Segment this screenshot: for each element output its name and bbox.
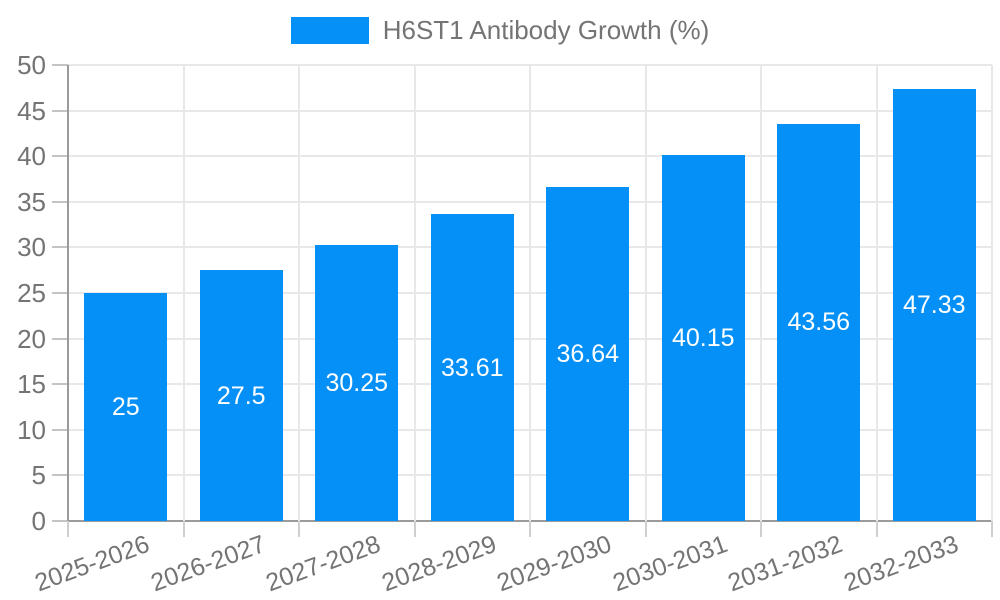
legend-swatch-icon [290, 17, 369, 44]
x-axis-tick [413, 521, 416, 537]
y-axis-label: 5 [31, 460, 46, 491]
gridline-vertical [644, 65, 647, 521]
y-axis-label: 10 [17, 414, 46, 445]
x-axis-tick [67, 521, 69, 537]
x-axis-label: 2027-2028 [262, 530, 385, 598]
gridline-vertical [413, 65, 416, 521]
y-axis-tick [52, 109, 68, 112]
y-axis-label: 35 [17, 186, 46, 217]
y-axis-tick [52, 428, 68, 431]
x-axis-tick [182, 521, 185, 537]
y-axis-tick [52, 474, 68, 477]
y-axis-label: 50 [17, 50, 46, 80]
bar-value-label: 25 [111, 393, 140, 421]
bar[interactable] [84, 293, 168, 521]
bar[interactable] [777, 123, 861, 521]
x-axis-label: 2028-2029 [377, 530, 500, 598]
x-axis-tick [298, 521, 300, 537]
y-axis-tick [52, 292, 68, 294]
x-axis-tick [875, 521, 878, 537]
bar[interactable] [315, 245, 399, 521]
gridline-vertical [529, 65, 531, 521]
y-axis-tick [52, 520, 68, 522]
y-axis-tick [52, 64, 68, 66]
y-axis-tick [52, 383, 68, 386]
y-axis-label: 0 [31, 506, 46, 536]
y-axis-line [67, 65, 69, 521]
y-axis-tick [52, 155, 68, 158]
bar-value-label: 27.5 [216, 381, 266, 410]
y-axis-label: 40 [17, 141, 46, 172]
bar[interactable] [546, 186, 630, 521]
y-axis-label: 20 [17, 323, 46, 354]
y-axis-label: 15 [17, 369, 46, 400]
y-axis-label: 45 [17, 95, 46, 126]
bar[interactable] [430, 214, 514, 521]
bar-value-label: 43.56 [787, 308, 851, 337]
gridline-vertical [182, 65, 185, 521]
x-axis-label: 2030-2031 [608, 530, 731, 598]
legend-label: H6ST1 Antibody Growth (%) [382, 15, 710, 45]
bar[interactable] [892, 89, 976, 521]
gridline-vertical [991, 65, 993, 521]
gridline-vertical [298, 65, 300, 521]
x-axis-label: 2031-2032 [724, 530, 847, 598]
x-axis-label: 2026-2027 [146, 530, 269, 598]
gridline-vertical [875, 65, 878, 521]
y-axis-label: 30 [17, 232, 46, 263]
x-axis-label: 2032-2033 [839, 530, 962, 598]
x-axis-label: 2025-2026 [31, 530, 154, 598]
bar-value-label: 40.15 [671, 323, 735, 352]
x-axis-tick [760, 521, 762, 537]
bar[interactable] [199, 270, 283, 521]
bar-value-label: 36.64 [556, 339, 620, 368]
y-axis-tick [52, 246, 68, 249]
x-axis-tick [529, 521, 531, 537]
bar-value-label: 47.33 [902, 291, 966, 320]
x-axis-tick [644, 521, 647, 537]
bar-value-label: 33.61 [440, 353, 504, 382]
x-axis-tick [991, 521, 993, 537]
x-axis-label: 2029-2030 [493, 530, 616, 598]
y-axis-tick [52, 337, 68, 340]
y-axis-label: 25 [17, 278, 46, 308]
y-axis-tick [52, 200, 68, 203]
gridline-vertical [760, 65, 762, 521]
bar[interactable] [661, 154, 745, 521]
chart-legend[interactable]: H6ST1 Antibody Growth (%) [0, 15, 1000, 46]
bar-value-label: 30.25 [325, 369, 389, 398]
